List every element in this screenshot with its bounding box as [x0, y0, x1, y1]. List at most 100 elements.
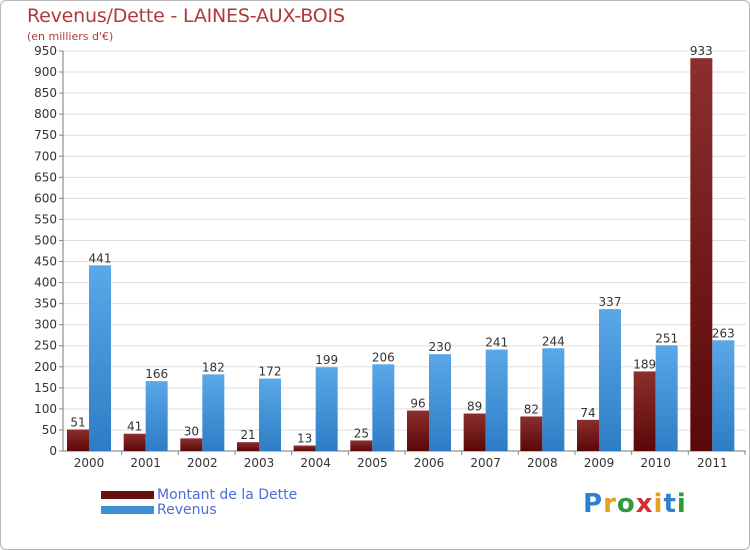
- bar-dette-2004: [293, 445, 316, 451]
- logo-letter: o: [616, 489, 636, 519]
- bar-revenus-2004: [315, 367, 338, 451]
- data-label-revenus-2007: 241: [485, 336, 508, 350]
- bar-dette-2010: [633, 371, 656, 451]
- x-tick-label-2003: 2003: [244, 456, 275, 470]
- bar-dette-2001: [123, 433, 146, 451]
- x-tick-label-2007: 2007: [470, 456, 501, 470]
- y-tick-label: 900: [34, 65, 57, 79]
- data-label-revenus-2004: 199: [315, 353, 338, 367]
- y-tick-label: 700: [34, 149, 57, 163]
- y-tick-label: 550: [34, 212, 57, 226]
- y-tick-label: 500: [34, 233, 57, 247]
- bar-dette-2003: [237, 442, 259, 451]
- x-tick-label-2000: 2000: [74, 456, 105, 470]
- data-label-revenus-2006: 230: [429, 340, 452, 354]
- bar-revenus-2003: [259, 378, 281, 451]
- data-label-dette-2011: 933: [690, 44, 713, 58]
- y-tick-label: 300: [34, 318, 57, 332]
- y-tick-label: 450: [34, 255, 57, 269]
- bar-revenus-2000: [89, 265, 111, 451]
- y-tick-label: 750: [34, 128, 57, 142]
- bar-revenus-2010: [655, 345, 678, 451]
- data-label-revenus-2010: 251: [655, 331, 678, 345]
- bar-revenus-2002: [202, 374, 225, 451]
- data-labels: 51 441 41 166 30 182 21 172 13 199 25 206 96 230 89 241…: [70, 44, 734, 445]
- x-tick-label-2004: 2004: [300, 456, 331, 470]
- bar-dette-2006: [407, 410, 429, 451]
- bar-revenus-2001: [145, 381, 168, 451]
- chart-title: Revenus/Dette - LAINES-AUX-BOIS: [27, 5, 345, 27]
- bar-revenus-2011: [712, 340, 735, 451]
- y-tick-label: 100: [34, 402, 57, 416]
- y-tick-label: 850: [34, 86, 57, 100]
- x-tick-label-2009: 2009: [584, 456, 615, 470]
- data-label-dette-2002: 30: [184, 424, 199, 438]
- y-tick-label: 800: [34, 107, 57, 121]
- logo-letter: r: [603, 489, 617, 519]
- y-tick-label: 250: [34, 339, 57, 353]
- bar-revenus-2009: [599, 309, 621, 451]
- bar-revenus-2006: [429, 354, 451, 451]
- bar-dette-2002: [180, 438, 203, 451]
- bar-dette-2005: [350, 440, 373, 451]
- logo-letter: P: [583, 489, 604, 519]
- data-label-dette-2000: 51: [70, 416, 85, 430]
- y-tick-label: 950: [34, 44, 57, 58]
- x-tick-label-2008: 2008: [527, 456, 558, 470]
- bar-dette-2007: [463, 413, 486, 451]
- legend-label-dette: Montant de la Dette: [157, 487, 298, 503]
- data-label-revenus-2005: 206: [372, 350, 395, 364]
- x-tick-label-2005: 2005: [357, 456, 388, 470]
- data-label-dette-2010: 189: [633, 357, 656, 371]
- x-tick-label-2001: 2001: [130, 456, 161, 470]
- data-label-revenus-2002: 182: [202, 360, 225, 374]
- chart-subtitle: (en milliers d'€): [27, 30, 114, 43]
- legend-swatch-dette: [101, 491, 154, 499]
- grid-lines: [63, 50, 746, 452]
- data-label-dette-2004: 13: [297, 432, 312, 446]
- data-label-dette-2003: 21: [240, 428, 255, 442]
- data-label-dette-2007: 89: [467, 400, 482, 414]
- y-tick-label: 150: [34, 381, 57, 395]
- x-tick-label-2011: 2011: [697, 456, 728, 470]
- bars: [67, 58, 735, 451]
- y-tick-label: 200: [34, 360, 57, 374]
- data-label-revenus-2009: 337: [599, 295, 622, 309]
- data-label-revenus-2011: 263: [712, 326, 735, 340]
- data-label-dette-2006: 96: [410, 397, 425, 411]
- bar-dette-2011: [690, 58, 713, 451]
- bar-revenus-2007: [485, 349, 508, 451]
- data-label-revenus-2008: 244: [542, 334, 565, 348]
- y-tick-label: 650: [34, 170, 57, 184]
- y-tick-label: 350: [34, 297, 57, 311]
- y-tick-label: 50: [42, 423, 57, 437]
- x-tick-label-2002: 2002: [187, 456, 218, 470]
- y-tick-label: 600: [34, 191, 57, 205]
- bar-revenus-2005: [372, 364, 395, 451]
- data-label-revenus-2000: 441: [89, 251, 112, 265]
- logo-letter: i: [653, 489, 664, 519]
- data-label-dette-2008: 82: [524, 402, 539, 416]
- bar-dette-2009: [577, 419, 599, 451]
- y-tick-label: 0: [49, 444, 57, 458]
- data-label-dette-2005: 25: [354, 426, 369, 440]
- axes: 0 50 100 150 200 250 300 350 400 450 500 550 600 650 7…: [34, 44, 746, 470]
- bar-dette-2000: [67, 429, 89, 451]
- data-label-revenus-2001: 166: [145, 367, 168, 381]
- data-label-revenus-2003: 172: [259, 365, 282, 379]
- logo-letter: i: [676, 489, 687, 519]
- data-label-dette-2009: 74: [580, 406, 595, 420]
- y-tick-label: 400: [34, 276, 57, 290]
- bar-revenus-2008: [542, 348, 565, 451]
- legend-swatch-revenus: [101, 506, 154, 514]
- legend-label-revenus: Revenus: [157, 502, 217, 518]
- x-tick-label-2006: 2006: [414, 456, 445, 470]
- logo-letter: x: [635, 489, 654, 519]
- bar-dette-2008: [520, 416, 543, 451]
- data-label-dette-2001: 41: [127, 420, 142, 434]
- proxiti-logo: Proxiti: [583, 489, 687, 519]
- logo-letter: t: [663, 489, 677, 519]
- x-tick-label-2010: 2010: [640, 456, 671, 470]
